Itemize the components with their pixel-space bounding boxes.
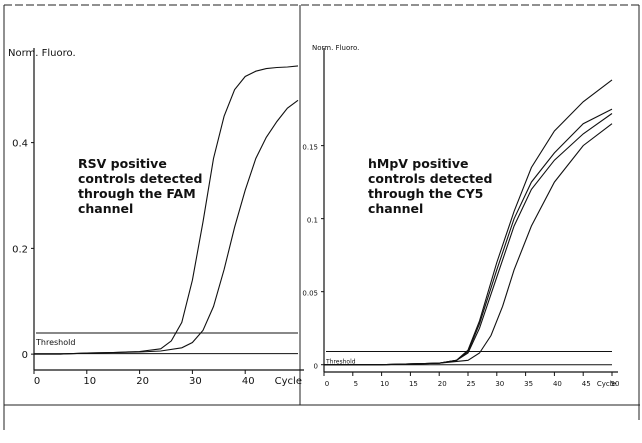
series-line-1 xyxy=(324,79,613,366)
y-tick-label: 0.15 xyxy=(302,144,318,152)
hmpv-cy5-panel: Norm. Fluoro. 0 0.05 0.1 0.15 0 5 10 15 20 25 30 35 4… xyxy=(302,44,619,388)
y-tick-label: 0.2 xyxy=(12,244,28,255)
x-tick-label: 30 xyxy=(495,380,504,388)
x-tick-label: 0 xyxy=(34,376,40,387)
x-tick-label: 40 xyxy=(242,376,255,387)
x-tick-label: 15 xyxy=(409,380,418,388)
x-tick-label: 10 xyxy=(380,380,389,388)
y-tick-label: 0.4 xyxy=(12,139,28,150)
y-tick-label: 0.1 xyxy=(307,217,318,225)
y-tick-label: 0 xyxy=(22,350,28,361)
x-tick-label: 10 xyxy=(83,376,96,387)
x-axis-label: Cycle xyxy=(597,380,616,388)
rsv-fam-panel: Norm. Fluoro. 0 0.2 0.4 0 10 20 30 40 Cycle Thresh… xyxy=(8,48,304,387)
annotation-text: RSV positive controls detected through the… xyxy=(78,156,202,216)
x-tick-label: 30 xyxy=(189,376,202,387)
x-tick-label: 50 xyxy=(611,380,620,388)
y-axis-label: Norm. Fluoro. xyxy=(8,48,76,59)
y-axis-label: Norm. Fluoro. xyxy=(312,44,359,52)
series-line-4 xyxy=(324,123,613,366)
series-line-3 xyxy=(324,113,613,366)
x-tick-label: 35 xyxy=(524,380,533,388)
x-axis-label: Cycle xyxy=(275,376,302,387)
x-tick-label: 20 xyxy=(136,376,149,387)
series-line-1 xyxy=(34,65,299,355)
x-tick-label: 25 xyxy=(467,380,476,388)
threshold-label: Threshold xyxy=(35,338,75,347)
y-tick-label: 0.05 xyxy=(302,290,318,298)
annotation-text: hMpV positive controls detected through th… xyxy=(368,156,492,216)
x-tick-label: 40 xyxy=(553,380,562,388)
x-tick-label: 20 xyxy=(438,380,447,388)
series-line-2 xyxy=(34,99,299,355)
x-tick-label: 0 xyxy=(325,380,329,388)
threshold-label: Threshold xyxy=(325,359,356,366)
x-tick-label: 5 xyxy=(354,380,358,388)
x-tick-label: 45 xyxy=(582,380,591,388)
y-tick-label: 0 xyxy=(314,363,318,371)
